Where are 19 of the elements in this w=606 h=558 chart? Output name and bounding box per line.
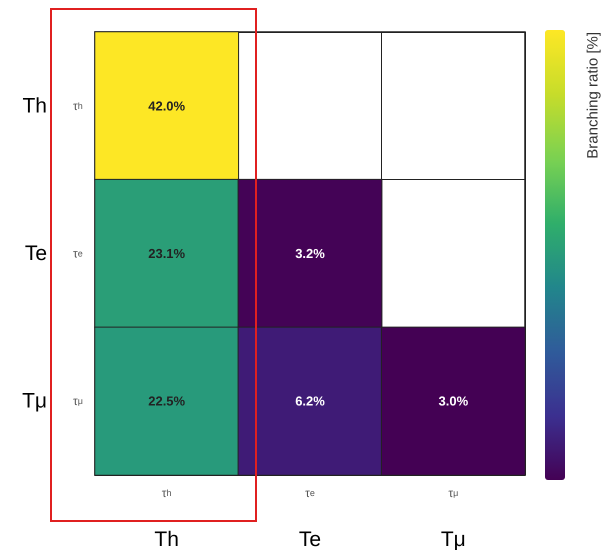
y-tick-label: τh <box>73 98 83 113</box>
x-tick-label: τμ <box>448 486 458 500</box>
y2-tick-label: Th <box>22 94 47 118</box>
data-label: 42.0% <box>148 98 186 114</box>
y-tick-label: τμ <box>73 394 83 408</box>
data-label: 22.5% <box>148 394 186 409</box>
data-label: 3.0% <box>438 394 469 409</box>
y2-tick-label: Te <box>24 242 47 265</box>
data-label: 6.2% <box>295 394 326 409</box>
text: Tμ <box>440 528 467 552</box>
text: Te <box>298 528 322 552</box>
text: Th <box>153 528 180 552</box>
data-label: 3.2% <box>295 246 326 261</box>
y2-tick-label: Tμ <box>22 390 47 413</box>
x-tick-label: τe <box>305 486 315 500</box>
x-tick-label: τh <box>162 486 172 500</box>
y-tick-label: τe <box>73 246 83 260</box>
color-bar-title: Branching ratio [%] <box>584 32 602 159</box>
data-label: 23.1% <box>148 246 186 261</box>
